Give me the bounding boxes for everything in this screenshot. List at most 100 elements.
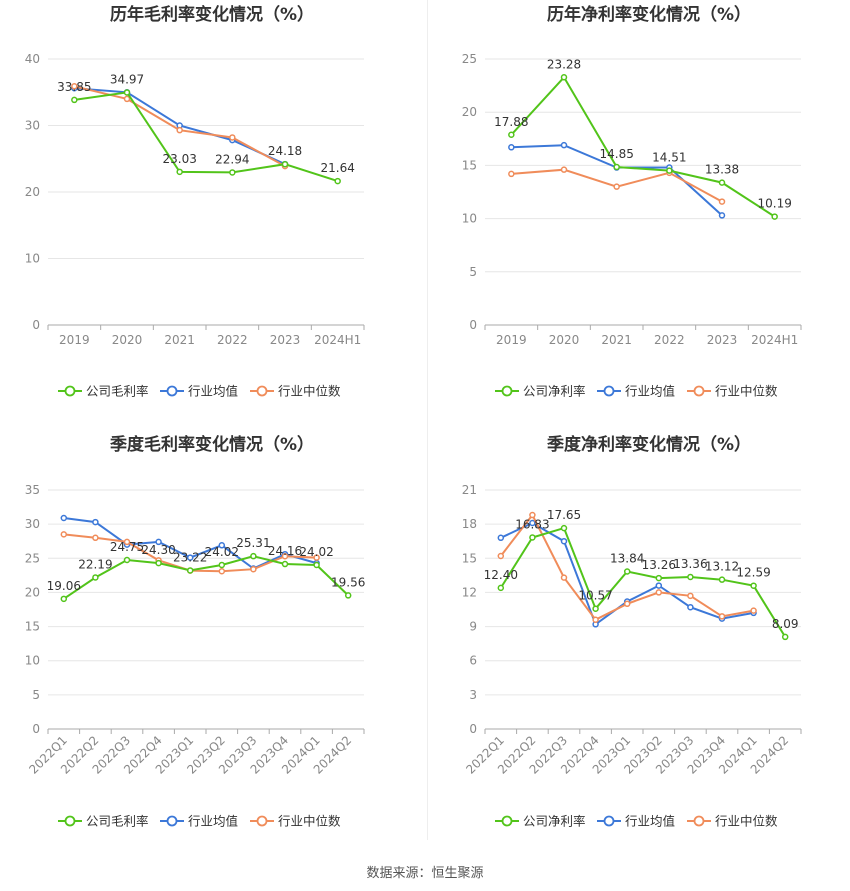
legend-label: 公司净利率 [523, 384, 586, 399]
data-point-company [781, 633, 789, 641]
legend-marker-industry_avg [166, 815, 178, 827]
y-tick-label: 5 [469, 265, 477, 279]
legend-label: 行业中位数 [715, 384, 778, 399]
y-tick-label: 12 [462, 585, 477, 599]
data-point-industry_median [592, 616, 599, 623]
chart-annual-gross: 历年毛利率变化情况（%） 0 10 20 30 40 2019 2020 2021 2022 202… [25, 4, 365, 399]
data-point-company [71, 96, 78, 104]
data-point-company [655, 574, 663, 582]
data-point-industry_median [497, 552, 505, 560]
y-tick-label: 40 [25, 52, 40, 66]
y-tick-label: 15 [462, 158, 477, 172]
data-point-company [613, 163, 620, 171]
legend-marker-industry_median [693, 815, 705, 827]
data-label: 21.64 [320, 161, 354, 175]
chart-quarterly-gross: 季度毛利率变化情况（%）051015202530352022Q12022Q220… [25, 434, 366, 829]
chart-quarterly-net: 季度净利率变化情况（%）0369121518212022Q12022Q22022… [462, 434, 802, 829]
y-tick-label: 15 [25, 620, 40, 634]
data-label: 12.40 [484, 568, 518, 582]
data-label: 14.51 [652, 151, 686, 165]
data-point-company [281, 160, 289, 168]
data-point-company [687, 573, 694, 581]
x-tick-label: 2024H1 [314, 333, 361, 347]
chart-panel-annual-net: 历年净利率变化情况（%） 0 5 10 15 20 25 2019 2020 2021 2022 20… [437, 0, 850, 430]
chart-title: 历年净利率变化情况（%） [547, 4, 751, 25]
data-label: 24.18 [268, 144, 302, 158]
data-label: 23.03 [162, 152, 196, 166]
data-point-industry_avg [560, 141, 568, 149]
data-point-company [666, 167, 673, 174]
data-point-industry_avg [92, 518, 99, 526]
series-line-company [63, 555, 349, 600]
data-point-industry_avg [508, 144, 515, 151]
y-tick-label: 35 [25, 483, 40, 497]
x-tick-label: 2024H1 [751, 333, 798, 347]
data-point-industry_median [229, 134, 236, 141]
data-label: 13.26 [642, 558, 676, 572]
legend-item-industry_avg: 行业均值 [160, 814, 238, 829]
y-tick-label: 30 [25, 517, 40, 531]
y-tick-label: 0 [469, 722, 477, 736]
data-point-company [560, 74, 568, 81]
y-tick-label: 9 [469, 620, 477, 634]
data-point-industry_median [560, 574, 568, 581]
data-label: 25.31 [236, 536, 270, 550]
data-label: 22.19 [78, 557, 112, 571]
data-point-company [313, 561, 320, 569]
legend-marker-company [501, 815, 513, 827]
legend-item-company: 公司净利率 [495, 384, 586, 399]
chart-annual-net: 历年净利率变化情况（%） 0 5 10 15 20 25 2019 2020 2021 2022 20… [462, 4, 802, 399]
legend-item-industry_median: 行业中位数 [250, 814, 341, 829]
y-tick-label: 20 [25, 185, 40, 199]
legend-label: 行业均值 [188, 814, 238, 829]
panel-divider [427, 0, 428, 840]
data-point-industry_avg [497, 534, 505, 542]
y-tick-label: 21 [462, 483, 477, 497]
data-point-company [529, 534, 536, 541]
legend-item-industry_avg: 行业均值 [160, 384, 238, 399]
data-point-industry_avg [560, 537, 568, 545]
y-tick-label: 18 [462, 517, 477, 531]
data-point-company [60, 595, 68, 603]
data-label: 24.30 [141, 543, 175, 557]
legend-label: 公司净利率 [523, 814, 586, 829]
data-point-industry_median [313, 554, 320, 561]
chart-title: 季度毛利率变化情况（%） [110, 434, 314, 455]
data-point-company [560, 524, 568, 532]
x-tick-label: 2022 [654, 333, 685, 347]
data-point-industry_median [176, 126, 183, 134]
legend-item-industry_median: 行业中位数 [687, 384, 778, 399]
data-point-industry_median [218, 568, 226, 575]
legend-marker-company [64, 815, 76, 827]
legend-marker-industry_avg [603, 385, 615, 397]
chart-panel-quarterly-gross: 季度毛利率变化情况（%） 0 5 10 15 20 25 30 35 2022Q1 2022Q2 20… [0, 430, 425, 860]
data-point-company [123, 556, 131, 564]
data-point-company [281, 560, 289, 568]
data-point-company [123, 89, 131, 96]
data-point-industry_median [623, 600, 631, 608]
data-point-industry_median [560, 166, 568, 173]
data-label: 8.09 [772, 617, 799, 631]
data-point-industry_median [655, 589, 663, 596]
chart-panel-quarterly-net: 季度净利率变化情况（%） 0 3 6 9 12 15 18 21 2022Q1 2022Q2 2022… [437, 430, 850, 860]
legend-item-company: 公司毛利率 [58, 814, 149, 829]
data-point-company [92, 574, 99, 581]
data-point-company [155, 559, 162, 567]
y-tick-label: 25 [462, 52, 477, 66]
y-tick-label: 5 [32, 688, 40, 702]
chart-title: 历年毛利率变化情况（%） [110, 4, 314, 25]
y-tick-label: 20 [25, 585, 40, 599]
x-tick-label: 2021 [164, 333, 195, 347]
data-point-industry_avg [155, 538, 162, 546]
data-source-note: 数据来源：恒生聚源 [366, 866, 484, 881]
data-point-company [718, 179, 726, 186]
legend-marker-industry_median [693, 385, 705, 397]
data-point-industry_median [718, 198, 726, 205]
data-point-company [250, 552, 257, 560]
y-tick-label: 0 [32, 318, 40, 332]
x-tick-label: 2020 [549, 333, 580, 347]
data-label: 22.94 [215, 152, 249, 166]
data-point-industry_avg [655, 582, 663, 589]
legend-item-industry_avg: 行业均值 [597, 814, 675, 829]
data-label: 10.19 [757, 197, 791, 211]
